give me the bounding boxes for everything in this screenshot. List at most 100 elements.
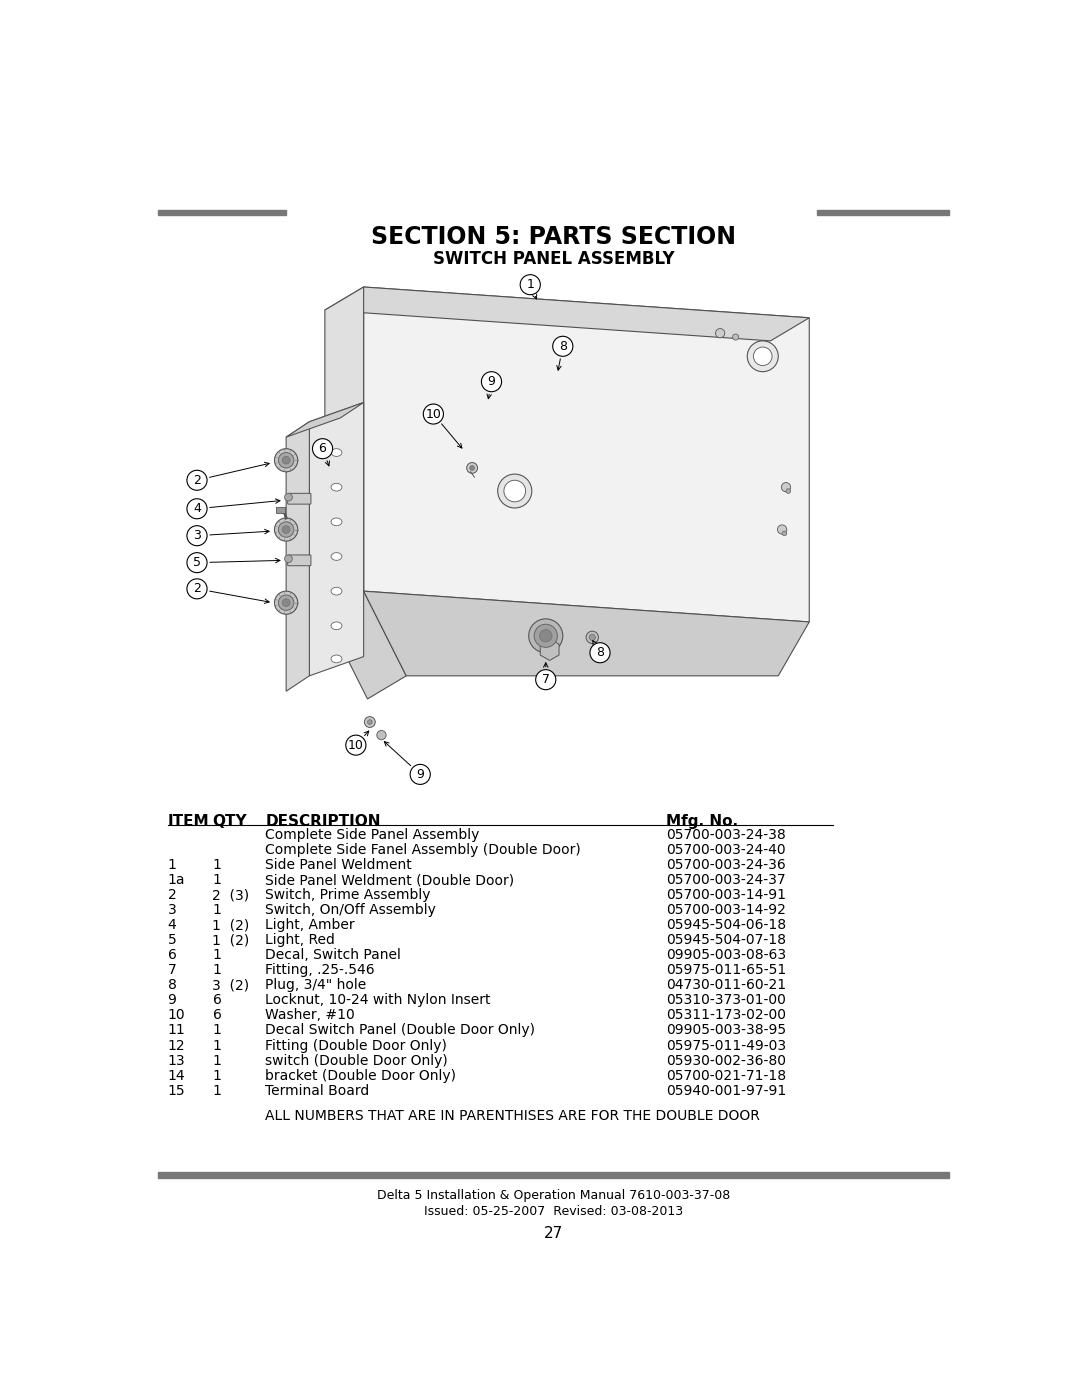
Circle shape	[346, 735, 366, 756]
Text: 05700-003-24-37: 05700-003-24-37	[666, 873, 785, 887]
Text: Delta 5 Installation & Operation Manual 7610-003-37-08: Delta 5 Installation & Operation Manual …	[377, 1189, 730, 1203]
Text: 05310-373-01-00: 05310-373-01-00	[666, 993, 786, 1007]
Text: ALL NUMBERS THAT ARE IN PARENTHISES ARE FOR THE DOUBLE DOOR: ALL NUMBERS THAT ARE IN PARENTHISES ARE …	[266, 1109, 760, 1123]
Text: 6: 6	[167, 949, 176, 963]
Polygon shape	[325, 286, 364, 615]
Polygon shape	[325, 591, 406, 698]
Circle shape	[590, 643, 610, 662]
Text: Plug, 3/4" hole: Plug, 3/4" hole	[266, 978, 366, 992]
Circle shape	[312, 439, 333, 458]
Text: 09905-003-38-95: 09905-003-38-95	[666, 1024, 786, 1038]
Text: Side Panel Weldment (Double Door): Side Panel Weldment (Double Door)	[266, 873, 514, 887]
Text: 9: 9	[487, 376, 496, 388]
Text: Issued: 05-25-2007  Revised: 03-08-2013: Issued: 05-25-2007 Revised: 03-08-2013	[424, 1204, 683, 1218]
Text: Mfg. No.: Mfg. No.	[666, 814, 738, 830]
Text: 5: 5	[167, 933, 176, 947]
Circle shape	[590, 634, 595, 640]
Circle shape	[782, 531, 786, 535]
Text: 05930-002-36-80: 05930-002-36-80	[666, 1053, 786, 1067]
Text: DESCRIPTION: DESCRIPTION	[266, 814, 381, 830]
Circle shape	[467, 462, 477, 474]
Text: SWITCH PANEL ASSEMBLY: SWITCH PANEL ASSEMBLY	[433, 250, 674, 268]
Circle shape	[482, 372, 501, 391]
Text: 1: 1	[213, 858, 221, 872]
Text: 05700-003-24-36: 05700-003-24-36	[666, 858, 785, 872]
Text: bracket (Double Door Only): bracket (Double Door Only)	[266, 1069, 456, 1083]
Text: Fitting, .25-.546: Fitting, .25-.546	[266, 964, 375, 978]
Circle shape	[747, 341, 779, 372]
Text: 12: 12	[167, 1038, 185, 1052]
Text: 1a: 1a	[167, 873, 185, 887]
Bar	[159, 210, 286, 215]
Text: 1: 1	[167, 858, 176, 872]
Text: 05700-003-14-91: 05700-003-14-91	[666, 888, 786, 902]
Circle shape	[284, 493, 293, 502]
Ellipse shape	[332, 553, 342, 560]
Text: 1: 1	[213, 904, 221, 918]
Circle shape	[274, 518, 298, 541]
Text: Switch, On/Off Assembly: Switch, On/Off Assembly	[266, 904, 436, 918]
Circle shape	[778, 525, 786, 534]
Text: 3  (2): 3 (2)	[213, 978, 249, 992]
Circle shape	[470, 465, 474, 471]
Circle shape	[282, 457, 291, 464]
Text: 27: 27	[544, 1227, 563, 1242]
Text: Decal, Switch Panel: Decal, Switch Panel	[266, 949, 401, 963]
Text: 9: 9	[167, 993, 176, 1007]
Text: 15: 15	[167, 1084, 185, 1098]
Text: 05945-504-07-18: 05945-504-07-18	[666, 933, 786, 947]
Text: Switch, Prime Assembly: Switch, Prime Assembly	[266, 888, 431, 902]
Circle shape	[521, 275, 540, 295]
Text: 05700-003-14-92: 05700-003-14-92	[666, 904, 786, 918]
Circle shape	[529, 619, 563, 652]
Text: 1: 1	[213, 1084, 221, 1098]
Text: 05311-173-02-00: 05311-173-02-00	[666, 1009, 786, 1023]
Circle shape	[282, 525, 291, 534]
Text: 3: 3	[167, 904, 176, 918]
Ellipse shape	[332, 483, 342, 490]
Text: SECTION 5: PARTS SECTION: SECTION 5: PARTS SECTION	[372, 225, 735, 250]
Circle shape	[586, 631, 598, 644]
Polygon shape	[364, 286, 809, 622]
Ellipse shape	[332, 448, 342, 457]
Circle shape	[187, 525, 207, 546]
Text: Locknut, 10-24 with Nylon Insert: Locknut, 10-24 with Nylon Insert	[266, 993, 490, 1007]
Text: 6: 6	[319, 443, 326, 455]
Text: 2  (3): 2 (3)	[213, 888, 249, 902]
Text: 2: 2	[193, 583, 201, 595]
Circle shape	[279, 522, 294, 538]
Polygon shape	[286, 422, 309, 692]
Circle shape	[498, 474, 531, 509]
Text: 8: 8	[596, 647, 604, 659]
Polygon shape	[309, 402, 364, 676]
FancyBboxPatch shape	[287, 493, 311, 504]
Circle shape	[536, 669, 556, 690]
Text: QTY: QTY	[213, 814, 247, 830]
Circle shape	[553, 337, 572, 356]
Text: 1: 1	[526, 278, 535, 291]
Text: Washer, #10: Washer, #10	[266, 1009, 355, 1023]
Text: 05700-003-24-40: 05700-003-24-40	[666, 844, 785, 858]
Circle shape	[540, 630, 552, 643]
Text: 05940-001-97-91: 05940-001-97-91	[666, 1084, 786, 1098]
Text: 1: 1	[213, 1069, 221, 1083]
Text: 7: 7	[167, 964, 176, 978]
Text: 4: 4	[167, 918, 176, 932]
Text: 7: 7	[542, 673, 550, 686]
Polygon shape	[364, 591, 809, 676]
Text: switch (Double Door Only): switch (Double Door Only)	[266, 1053, 448, 1067]
Text: 1: 1	[213, 964, 221, 978]
Text: Side Panel Weldment: Side Panel Weldment	[266, 858, 411, 872]
Text: 11: 11	[167, 1024, 186, 1038]
Text: 9: 9	[416, 768, 424, 781]
Circle shape	[535, 624, 557, 647]
Text: 09905-003-08-63: 09905-003-08-63	[666, 949, 786, 963]
Text: 8: 8	[167, 978, 176, 992]
Text: ITEM: ITEM	[167, 814, 210, 830]
Ellipse shape	[332, 655, 342, 662]
Text: 1: 1	[213, 873, 221, 887]
Text: 3: 3	[193, 529, 201, 542]
Circle shape	[279, 595, 294, 610]
Text: Terminal Board: Terminal Board	[266, 1084, 369, 1098]
Ellipse shape	[332, 622, 342, 630]
